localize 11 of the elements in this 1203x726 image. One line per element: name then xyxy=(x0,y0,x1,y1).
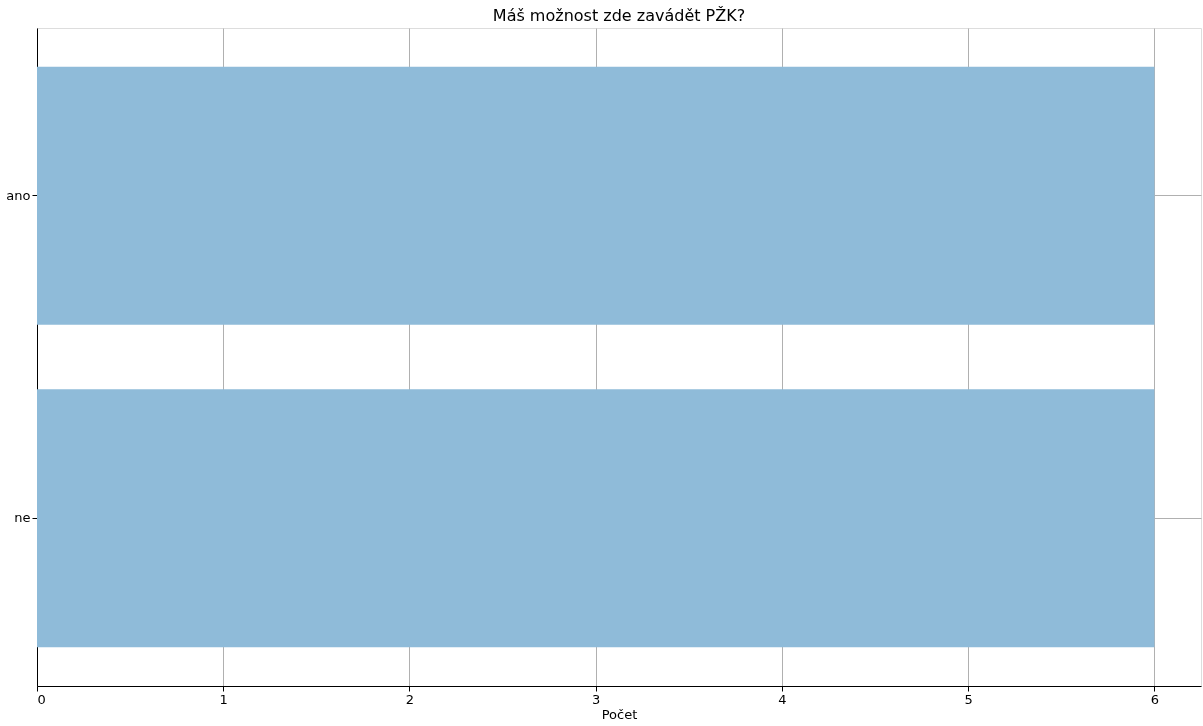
x-tick-label: 4 xyxy=(778,691,787,707)
x-tick-label: 0 xyxy=(37,691,46,707)
y-tick-label: ne xyxy=(14,510,31,526)
x-tick-label: 2 xyxy=(405,691,415,707)
x-axis-title: Počet xyxy=(601,706,638,722)
chart-title: Máš možnost zde zavádět PŽK? xyxy=(492,6,746,25)
y-tick-label: ano xyxy=(6,187,31,203)
x-tick-label: 5 xyxy=(964,691,973,707)
x-tick-label: 6 xyxy=(1150,691,1160,707)
x-tick-label: 1 xyxy=(219,691,228,707)
x-tick-label: 3 xyxy=(592,691,601,707)
